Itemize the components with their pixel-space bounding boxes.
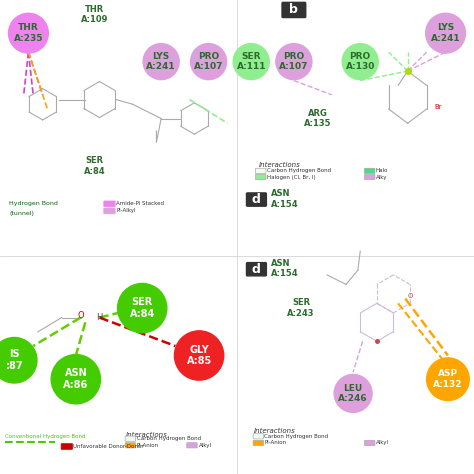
Text: Carbon Hydrogen Bond: Carbon Hydrogen Bond — [267, 168, 331, 173]
Text: Alkyl: Alkyl — [376, 440, 389, 446]
FancyBboxPatch shape — [365, 174, 375, 180]
Text: THR
A:109: THR A:109 — [81, 5, 109, 24]
FancyBboxPatch shape — [61, 444, 73, 449]
Text: ASN
A:154: ASN A:154 — [271, 190, 299, 209]
FancyBboxPatch shape — [125, 443, 136, 448]
FancyBboxPatch shape — [125, 436, 136, 441]
Text: Interactions: Interactions — [126, 432, 167, 438]
FancyBboxPatch shape — [365, 440, 375, 446]
Text: Alky: Alky — [376, 174, 387, 180]
Text: O: O — [77, 311, 84, 319]
Text: Halo: Halo — [376, 168, 388, 173]
Text: IS
:87: IS :87 — [5, 349, 23, 371]
FancyBboxPatch shape — [255, 174, 266, 180]
FancyBboxPatch shape — [255, 168, 266, 173]
Circle shape — [0, 337, 37, 383]
Circle shape — [118, 283, 167, 333]
FancyBboxPatch shape — [253, 440, 264, 446]
Text: Br: Br — [435, 104, 442, 109]
Text: ASP
A:132: ASP A:132 — [433, 370, 463, 389]
FancyBboxPatch shape — [246, 193, 266, 206]
Text: Interactions: Interactions — [258, 162, 300, 168]
Text: PRO
A:107: PRO A:107 — [279, 52, 309, 71]
Circle shape — [334, 374, 372, 412]
Circle shape — [342, 44, 378, 80]
Text: LYS
A:241: LYS A:241 — [146, 52, 176, 71]
FancyBboxPatch shape — [187, 443, 197, 448]
Text: Alkyl: Alkyl — [199, 443, 211, 448]
Circle shape — [191, 44, 227, 80]
Text: Pi-Anion: Pi-Anion — [137, 443, 159, 448]
Circle shape — [9, 13, 48, 53]
Text: SER
A:84: SER A:84 — [129, 297, 155, 319]
Text: PRO
A:107: PRO A:107 — [194, 52, 223, 71]
Circle shape — [51, 355, 100, 404]
Text: Carbon Hydrogen Bond: Carbon Hydrogen Bond — [264, 434, 328, 439]
Circle shape — [174, 331, 224, 380]
Text: d: d — [252, 193, 261, 206]
FancyBboxPatch shape — [365, 168, 375, 173]
Text: Conventional Hydrogen Bond: Conventional Hydrogen Bond — [5, 434, 85, 438]
FancyBboxPatch shape — [104, 208, 115, 214]
Text: ASN
A:86: ASN A:86 — [63, 368, 89, 390]
Text: Pi-Anion: Pi-Anion — [264, 440, 287, 446]
Text: Amide-Pi Stacked: Amide-Pi Stacked — [116, 201, 164, 206]
Text: Carbon Hydrogen Bond: Carbon Hydrogen Bond — [137, 436, 201, 441]
Text: THR
A:235: THR A:235 — [14, 24, 43, 43]
Text: ARG
A:135: ARG A:135 — [304, 109, 331, 128]
Text: ASN
A:154: ASN A:154 — [271, 259, 299, 278]
Text: Hydrogen Bond: Hydrogen Bond — [9, 201, 58, 206]
Circle shape — [233, 44, 269, 80]
Text: PRO
A:130: PRO A:130 — [346, 52, 375, 71]
FancyBboxPatch shape — [253, 434, 264, 439]
Text: H: H — [96, 313, 103, 322]
Text: (tunnel): (tunnel) — [9, 211, 34, 216]
Text: SER
A:111: SER A:111 — [237, 52, 266, 71]
Text: Halogen (Cl, Br, I): Halogen (Cl, Br, I) — [267, 174, 316, 180]
Text: LEU
A:246: LEU A:246 — [338, 384, 368, 403]
Text: SER
A:243: SER A:243 — [287, 299, 315, 318]
Circle shape — [143, 44, 179, 80]
Text: b: b — [290, 3, 298, 17]
Circle shape — [276, 44, 312, 80]
Text: O: O — [407, 293, 413, 299]
Text: Interactions: Interactions — [254, 428, 295, 434]
Text: LYS
A:241: LYS A:241 — [431, 24, 460, 43]
FancyBboxPatch shape — [282, 2, 306, 18]
Text: GLY
A:85: GLY A:85 — [186, 345, 212, 366]
Text: SER
A:84: SER A:84 — [84, 156, 106, 175]
FancyBboxPatch shape — [104, 201, 115, 207]
Text: Pi-Alkyl: Pi-Alkyl — [116, 209, 136, 213]
Circle shape — [427, 358, 469, 401]
Text: d: d — [252, 263, 261, 276]
Circle shape — [426, 13, 465, 53]
FancyBboxPatch shape — [246, 263, 266, 276]
Text: Unfavorable Donor-Donor: Unfavorable Donor-Donor — [73, 444, 144, 449]
